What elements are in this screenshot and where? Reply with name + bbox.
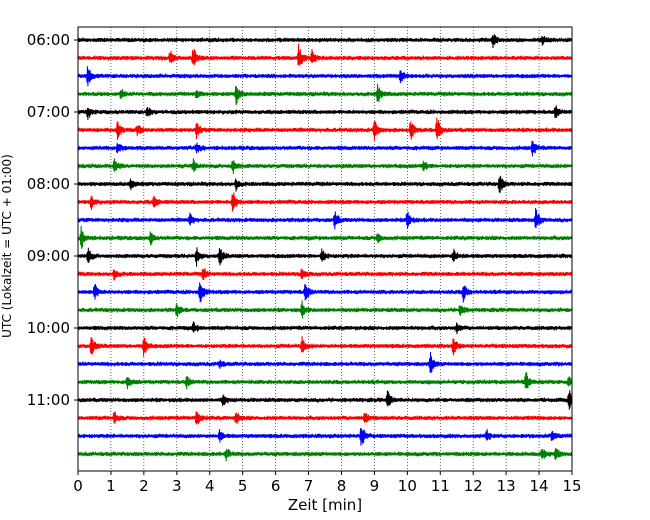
x-tick-label-1: 1 bbox=[106, 477, 116, 495]
y-tick-label-1: 07:00 bbox=[27, 103, 70, 121]
trace-1130 bbox=[77, 428, 573, 446]
trace-1030 bbox=[77, 351, 573, 373]
x-tick-label-9: 9 bbox=[370, 477, 380, 495]
x-tick-label-13: 13 bbox=[497, 477, 516, 495]
y-tick-label-2: 08:00 bbox=[27, 175, 70, 193]
x-axis-label: Zeit [min] bbox=[288, 496, 362, 514]
y-axis-ticks: 06:00 07:00 08:00 09:00 10:00 11:00 bbox=[27, 31, 78, 409]
x-tick-label-0: 0 bbox=[73, 477, 83, 495]
plot-background bbox=[78, 27, 572, 471]
x-tick-label-6: 6 bbox=[271, 477, 281, 495]
trace-0915 bbox=[77, 268, 573, 281]
x-tick-label-2: 2 bbox=[139, 477, 149, 495]
trace-1015 bbox=[77, 336, 573, 357]
x-tick-label-11: 11 bbox=[431, 477, 450, 495]
x-tick-label-4: 4 bbox=[205, 477, 215, 495]
trace-0715 bbox=[77, 117, 573, 141]
x-tick-label-5: 5 bbox=[238, 477, 248, 495]
y-tick-label-4: 10:00 bbox=[27, 319, 70, 337]
trace-0700 bbox=[77, 105, 573, 121]
y-axis-label: UTC (Lokalzeit = UTC + 01:00) bbox=[0, 154, 14, 338]
trace-0830 bbox=[77, 207, 573, 230]
trace-0900 bbox=[77, 247, 573, 267]
trace-0745 bbox=[77, 158, 573, 175]
y-tick-label-5: 11:00 bbox=[27, 391, 70, 409]
trace-0845 bbox=[77, 225, 573, 249]
y-tick-label-0: 06:00 bbox=[27, 31, 70, 49]
y-tick-label-3: 09:00 bbox=[27, 247, 70, 265]
trace-0630 bbox=[77, 66, 573, 87]
trace-0730 bbox=[77, 140, 573, 157]
x-tick-label-7: 7 bbox=[304, 477, 314, 495]
x-axis-ticks: 0 1 2 3 4 5 6 7 8 9 10 11 12 13 14 15 bbox=[73, 471, 582, 495]
x-tick-label-14: 14 bbox=[530, 477, 549, 495]
x-tick-label-3: 3 bbox=[172, 477, 182, 495]
trace-0815 bbox=[77, 192, 573, 212]
trace-1145 bbox=[77, 448, 573, 462]
trace-1045 bbox=[77, 372, 573, 390]
seismic-traces bbox=[77, 34, 573, 462]
x-tick-label-10: 10 bbox=[398, 477, 417, 495]
grid-lines bbox=[110, 27, 540, 471]
trace-0945 bbox=[77, 300, 573, 319]
trace-0930 bbox=[77, 282, 573, 303]
trace-0800 bbox=[77, 175, 573, 194]
x-tick-label-15: 15 bbox=[562, 477, 581, 495]
trace-1115 bbox=[77, 411, 573, 425]
trace-1000 bbox=[77, 321, 573, 335]
trace-0615 bbox=[77, 43, 573, 66]
trace-0645 bbox=[77, 83, 573, 106]
x-tick-label-8: 8 bbox=[337, 477, 347, 495]
trace-0600 bbox=[77, 34, 573, 49]
trace-1100 bbox=[77, 390, 573, 410]
x-tick-label-12: 12 bbox=[464, 477, 483, 495]
plot-frame bbox=[77, 26, 573, 472]
